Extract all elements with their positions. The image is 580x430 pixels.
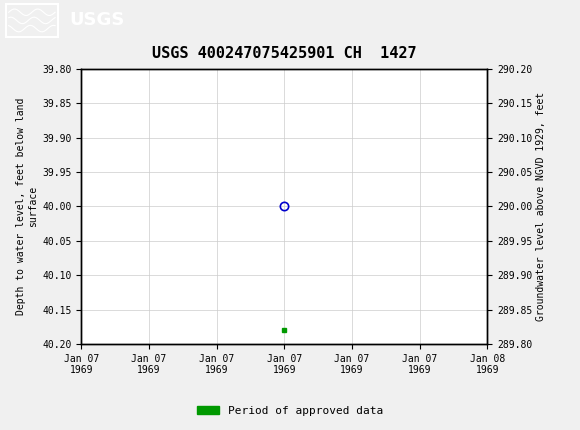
Bar <box>6 4 58 37</box>
Text: USGS: USGS <box>70 12 125 29</box>
Y-axis label: Groundwater level above NGVD 1929, feet: Groundwater level above NGVD 1929, feet <box>536 92 546 321</box>
Y-axis label: Depth to water level, feet below land
surface: Depth to water level, feet below land su… <box>16 98 38 315</box>
Title: USGS 400247075425901 CH  1427: USGS 400247075425901 CH 1427 <box>152 46 416 61</box>
Legend: Period of approved data: Period of approved data <box>193 401 387 420</box>
